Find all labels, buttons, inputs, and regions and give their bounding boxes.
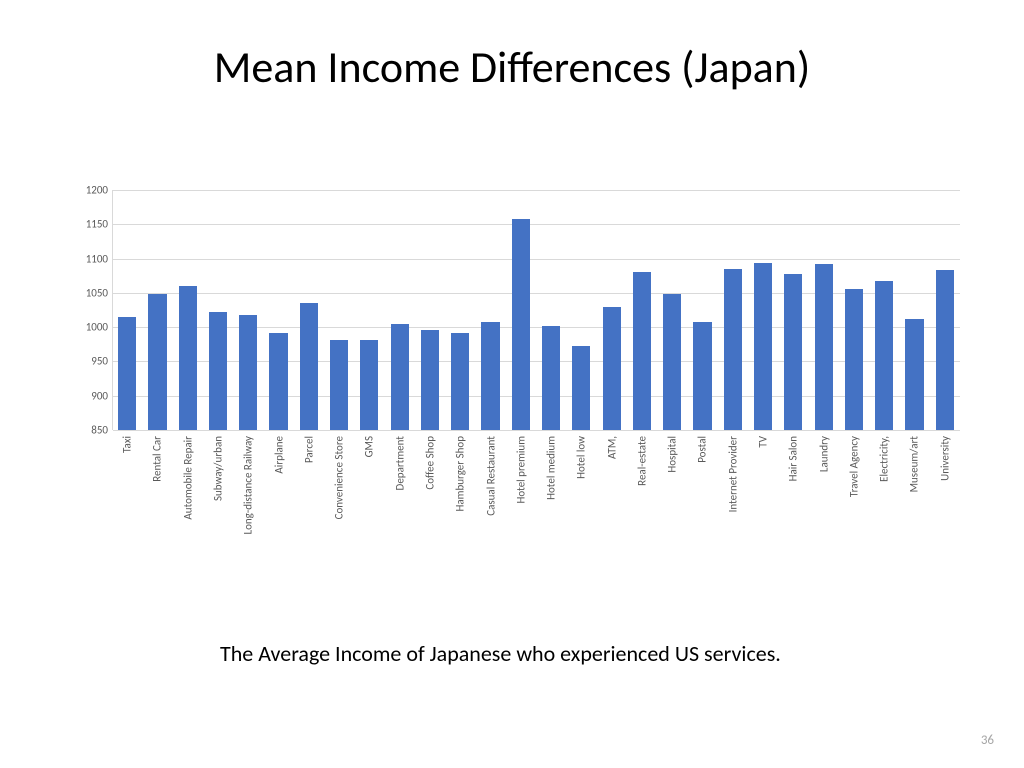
bar (603, 307, 621, 430)
bar (875, 281, 893, 430)
bar (815, 264, 833, 430)
bar (724, 269, 742, 430)
bar-slot (415, 190, 445, 430)
bar-slot (718, 190, 748, 430)
bar-slot (173, 190, 203, 430)
y-tick-label: 1050 (72, 286, 108, 299)
bar (300, 303, 318, 430)
bar-slot (233, 190, 263, 430)
x-tick-label: Internet Provider (726, 436, 739, 512)
x-tick-label: Convenience Store (333, 436, 346, 519)
bar-slot (385, 190, 415, 430)
gridline (113, 430, 960, 431)
x-tick-label: TV (757, 436, 770, 448)
bar-slot (778, 190, 808, 430)
x-tick-label: ATM, (605, 436, 618, 459)
bar-slot (294, 190, 324, 430)
x-tick-label: Automobile Repair (181, 436, 194, 520)
y-tick-label: 1000 (72, 321, 108, 334)
x-tick-label: Coffee Shop (423, 436, 436, 490)
bar (360, 340, 378, 431)
x-tick-label: Hair Salon (787, 436, 800, 481)
bar (148, 294, 166, 430)
bar-slot (808, 190, 838, 430)
y-tick-label: 850 (72, 424, 108, 437)
bar (905, 319, 923, 430)
bar (330, 340, 348, 431)
x-tick-label: Hotel low (575, 436, 588, 479)
x-tick-label: Taxi (121, 436, 134, 453)
bar (936, 270, 954, 430)
x-tick-label: Airplane (272, 436, 285, 474)
bar-slot (566, 190, 596, 430)
bar-slot (839, 190, 869, 430)
bar-slot (324, 190, 354, 430)
bar-slot (263, 190, 293, 430)
x-tick-label: Postal (696, 436, 709, 463)
bar-slot (597, 190, 627, 430)
bar-slot (899, 190, 929, 430)
bar (663, 294, 681, 430)
bar-chart: 85090095010001050110011501200 TaxiRental… (70, 190, 960, 450)
bar-slot (203, 190, 233, 430)
bar (572, 346, 590, 430)
bar (845, 289, 863, 430)
bar (269, 333, 287, 430)
bar-slot (506, 190, 536, 430)
bar (209, 312, 227, 430)
bar-slot (657, 190, 687, 430)
x-tick-label: Real-estate (635, 436, 648, 486)
bar-slot (748, 190, 778, 430)
x-tick-label: Long-distance Railway (242, 436, 255, 535)
bar-slot (112, 190, 142, 430)
chart-caption: The Average Income of Japanese who exper… (220, 640, 820, 668)
y-tick-label: 1150 (72, 218, 108, 231)
y-tick-label: 900 (72, 389, 108, 402)
bar (693, 322, 711, 430)
bars-container (112, 190, 960, 430)
x-tick-label: Subway/urban (211, 436, 224, 501)
x-tick-label: Museum/art (908, 436, 921, 492)
bar (633, 272, 651, 430)
bar-slot (445, 190, 475, 430)
x-tick-label: Casual Restaurant (484, 436, 497, 516)
bar (481, 322, 499, 430)
y-tick-label: 1100 (72, 252, 108, 265)
bar-slot (627, 190, 657, 430)
bar-slot (869, 190, 899, 430)
x-tick-label: Rental Car (151, 436, 164, 482)
bar (542, 326, 560, 430)
bar (421, 330, 439, 430)
x-tick-label: University (938, 436, 951, 481)
bar-slot (475, 190, 505, 430)
x-tick-label: Parcel (302, 436, 315, 463)
x-tick-label: Department (393, 436, 406, 490)
y-tick-label: 1200 (72, 184, 108, 197)
x-tick-label: Hotel premium (514, 436, 527, 504)
bar (784, 274, 802, 430)
bar (179, 286, 197, 430)
x-tick-label: Travel Agency (847, 436, 860, 497)
x-tick-label: Electricity, (878, 436, 891, 482)
page-number: 36 (981, 733, 994, 748)
x-tick-label: Laundry (817, 436, 830, 472)
x-tick-label: Hamburger Shop (454, 436, 467, 511)
bar (451, 333, 469, 430)
x-tick-label: Hotel medium (545, 436, 558, 500)
bar (391, 324, 409, 430)
y-tick-label: 950 (72, 355, 108, 368)
x-tick-label: GMS (363, 436, 376, 457)
bar-slot (142, 190, 172, 430)
bar (118, 317, 136, 430)
bar (512, 219, 530, 430)
bar (239, 315, 257, 430)
bar-slot (536, 190, 566, 430)
x-tick-label: Hospital (666, 436, 679, 473)
bar-slot (354, 190, 384, 430)
slide-title: Mean Income Differences (Japan) (0, 40, 1024, 94)
bar (754, 263, 772, 430)
bar-slot (930, 190, 960, 430)
bar-slot (687, 190, 717, 430)
